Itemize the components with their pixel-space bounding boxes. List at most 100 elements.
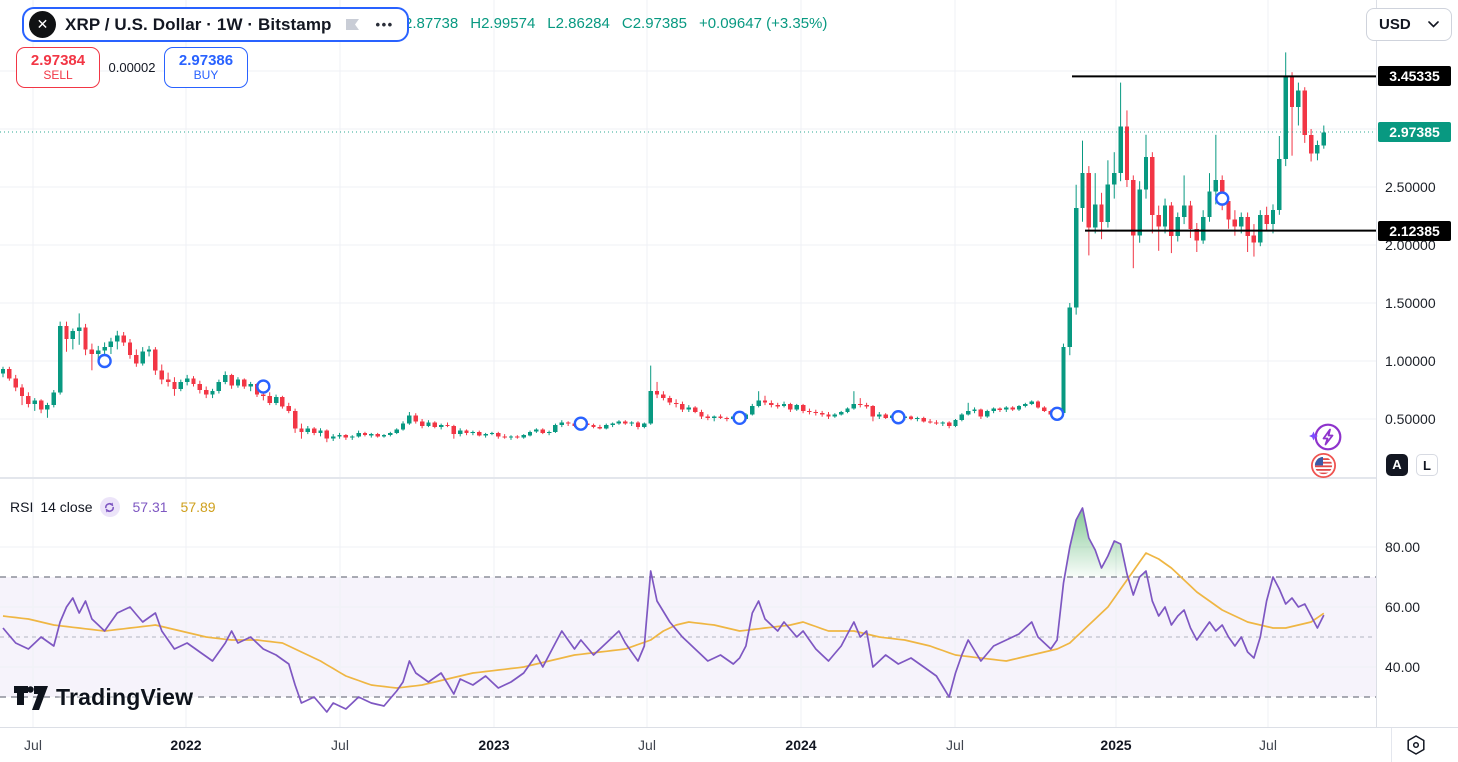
candle bbox=[1137, 181, 1142, 243]
xrp-logo-icon: ✕ bbox=[29, 11, 56, 38]
candle bbox=[629, 421, 634, 426]
symbol-search-button[interactable]: ✕ XRP / U.S. Dollar · 1W · Bitstamp ••• bbox=[22, 7, 409, 42]
ohlc-open: 2.87738 bbox=[404, 15, 459, 32]
candle bbox=[997, 407, 1003, 412]
candle bbox=[38, 399, 44, 414]
event-marker-icon[interactable] bbox=[1214, 191, 1230, 206]
candle bbox=[331, 434, 336, 441]
candle bbox=[121, 332, 126, 346]
price-tag[interactable]: 3.45335 bbox=[1378, 66, 1451, 87]
buy-button[interactable]: 2.97386 BUY bbox=[164, 47, 248, 88]
candle bbox=[1200, 210, 1206, 244]
chart-canvas[interactable] bbox=[0, 0, 1376, 727]
candle bbox=[610, 422, 615, 428]
candle bbox=[445, 422, 450, 428]
candle bbox=[248, 381, 253, 392]
candle bbox=[242, 378, 247, 389]
candle bbox=[813, 409, 818, 416]
candle bbox=[1264, 206, 1269, 232]
candle bbox=[1315, 140, 1320, 161]
event-marker-icon[interactable] bbox=[891, 410, 906, 425]
candle bbox=[985, 409, 990, 418]
chevron-down-icon bbox=[1428, 21, 1439, 28]
log-scale-button[interactable]: L bbox=[1416, 454, 1438, 476]
candle bbox=[489, 431, 495, 436]
rsi-indicator-header[interactable]: RSI 14 close 57.31 57.89 bbox=[10, 497, 216, 517]
candle bbox=[680, 401, 685, 412]
spread-value: 0.00002 bbox=[108, 60, 156, 75]
candle bbox=[527, 430, 533, 437]
candle bbox=[1073, 184, 1079, 315]
candle bbox=[959, 413, 964, 422]
candle bbox=[413, 413, 418, 424]
candle bbox=[1010, 406, 1015, 411]
ohlc-readout: 2.87738 H2.99574 L2.86284 C2.97385 +0.09… bbox=[404, 15, 827, 32]
candle bbox=[470, 430, 476, 436]
candle bbox=[369, 432, 374, 438]
event-marker-icon[interactable] bbox=[732, 410, 747, 426]
candle bbox=[438, 423, 444, 430]
candle bbox=[699, 409, 704, 419]
currency-value: USD bbox=[1379, 16, 1411, 33]
auto-scale-button[interactable]: A bbox=[1386, 454, 1408, 476]
candle bbox=[159, 364, 164, 385]
candle bbox=[1283, 52, 1288, 167]
candle bbox=[1169, 202, 1174, 254]
candle bbox=[350, 435, 355, 440]
candle bbox=[45, 402, 50, 418]
candle bbox=[375, 432, 380, 438]
candle bbox=[908, 415, 914, 421]
rsi-refresh-icon[interactable] bbox=[99, 497, 120, 517]
watchlist-flag-icon[interactable] bbox=[345, 18, 361, 32]
event-marker-icon[interactable] bbox=[1049, 406, 1065, 421]
candle bbox=[146, 345, 152, 357]
candle bbox=[686, 405, 691, 412]
candle bbox=[1289, 72, 1295, 156]
event-marker-icon[interactable] bbox=[573, 416, 589, 431]
event-marker-icon[interactable] bbox=[97, 353, 112, 369]
sell-button[interactable]: 2.97384 SELL bbox=[16, 47, 100, 88]
price-tag[interactable]: 2.12385 bbox=[1378, 220, 1451, 241]
tradingview-logo[interactable]: TradingView bbox=[14, 684, 193, 711]
time-axis[interactable]: Jul 2022 Jul 2023 Jul 2024 Jul 2025 Jul bbox=[0, 727, 1458, 762]
price-axis[interactable]: A L 3.500003.000002.500002.000001.500001… bbox=[1376, 0, 1458, 727]
candle bbox=[1277, 136, 1282, 215]
event-marker-icon[interactable] bbox=[256, 379, 271, 394]
candle bbox=[1112, 152, 1117, 199]
candle bbox=[1016, 405, 1022, 411]
rsi-axis-label: 60.00 bbox=[1385, 599, 1421, 615]
candle bbox=[7, 366, 12, 381]
candle bbox=[534, 428, 539, 433]
candle bbox=[870, 405, 876, 422]
candle bbox=[1181, 175, 1187, 225]
candle bbox=[724, 416, 730, 422]
ai-spark-lightning-icon[interactable] bbox=[1308, 421, 1344, 458]
candle bbox=[654, 381, 660, 399]
more-options-icon[interactable]: ••• bbox=[375, 17, 394, 32]
time-axis-month-label: Jul bbox=[638, 737, 656, 753]
candle bbox=[667, 395, 672, 406]
candle bbox=[1029, 400, 1034, 406]
candle bbox=[299, 423, 304, 439]
candle bbox=[648, 365, 653, 425]
candle bbox=[1258, 210, 1263, 247]
candle bbox=[921, 416, 926, 423]
candle bbox=[324, 429, 329, 443]
candle bbox=[521, 434, 526, 439]
tradingview-logo-text: TradingView bbox=[56, 684, 194, 710]
price-axis-label: 1.00000 bbox=[1385, 353, 1436, 369]
us-flag-market-icon[interactable] bbox=[1310, 452, 1337, 484]
candle bbox=[273, 394, 279, 406]
scale-settings-icon[interactable] bbox=[1404, 733, 1428, 762]
candle bbox=[267, 392, 272, 406]
candle bbox=[127, 339, 133, 359]
candle bbox=[1023, 402, 1028, 408]
candle bbox=[1143, 134, 1149, 199]
time-axis-month-label: Jul bbox=[946, 737, 964, 753]
candle bbox=[718, 414, 723, 419]
ohlc-close: C2.97385 bbox=[621, 15, 687, 32]
candle bbox=[807, 408, 812, 415]
currency-dropdown[interactable]: USD bbox=[1366, 8, 1452, 41]
candle bbox=[565, 421, 571, 426]
